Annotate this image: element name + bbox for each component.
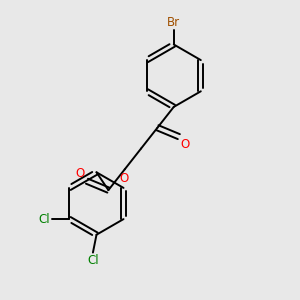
Text: O: O: [119, 172, 128, 185]
Text: O: O: [75, 167, 85, 180]
Text: Cl: Cl: [38, 213, 50, 226]
Text: O: O: [180, 138, 190, 151]
Text: Br: Br: [167, 16, 180, 29]
Text: Cl: Cl: [87, 254, 99, 267]
